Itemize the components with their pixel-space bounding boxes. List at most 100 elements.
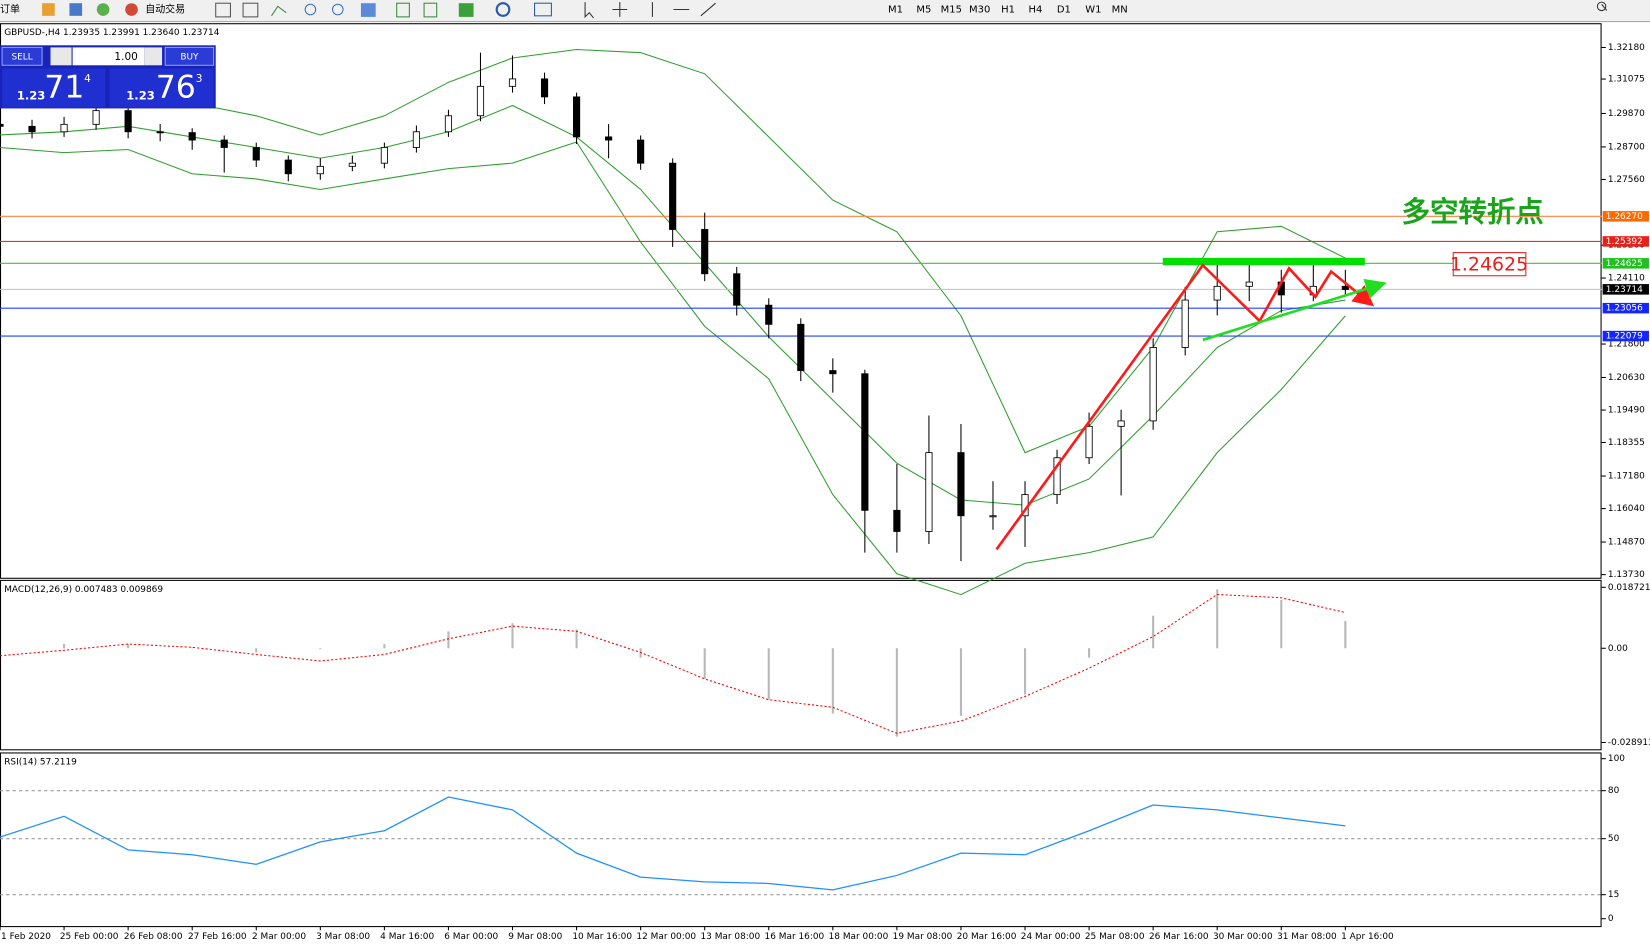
candle-body: [637, 139, 645, 164]
price-label-bg: [1602, 211, 1649, 222]
rsi-line: [0, 796, 1346, 891]
buy-label[interactable]: BUY: [180, 52, 199, 62]
candle-body: [1053, 457, 1061, 496]
x-tick-label: 20 Mar 16:00: [957, 932, 1017, 942]
candle-body: [1085, 425, 1093, 459]
candle-body: [188, 132, 196, 141]
price-label-bg: [1602, 284, 1649, 295]
icon[interactable]: [458, 3, 474, 17]
lot-down[interactable]: [50, 47, 72, 66]
icon[interactable]: [360, 3, 376, 17]
lot-value[interactable]: 1.00: [114, 51, 137, 63]
icon[interactable]: [584, 2, 594, 19]
icon[interactable]: [271, 5, 287, 17]
price-label: 1.25392: [1606, 237, 1643, 247]
buy-button[interactable]: [164, 46, 215, 66]
icon[interactable]: [69, 3, 83, 16]
candle-body: [861, 373, 869, 511]
sell-label[interactable]: SELL: [11, 52, 32, 62]
x-tick-label: 13 Mar 08:00: [700, 932, 760, 942]
lot-input[interactable]: [72, 47, 145, 66]
new-order-button[interactable]: 订单: [0, 4, 20, 16]
search-icon[interactable]: [1596, 1, 1607, 12]
price-label-bg: [1602, 330, 1649, 342]
trend-arrow: [995, 263, 1375, 551]
candle-body: [797, 323, 805, 372]
timeframe-button[interactable]: H4: [1029, 5, 1043, 16]
candle-body: [1149, 347, 1157, 422]
candle-body: [829, 370, 837, 375]
y-tick-label: 1.13730: [1608, 570, 1645, 580]
x-tick-label: 24 Mar 00:00: [1021, 932, 1081, 942]
icon[interactable]: [423, 2, 438, 18]
x-tick-label: 6 Mar 00:00: [444, 932, 498, 942]
ask-box[interactable]: [109, 68, 214, 108]
y-tick-label: 1.21800: [1608, 340, 1645, 350]
candle-body: [380, 147, 388, 164]
x-tick-label: 3 Mar 08:00: [316, 932, 370, 942]
indicator-title: GBPUSD-,H4 1.23935 1.23991 1.23640 1.237…: [4, 28, 220, 38]
candle-body: [476, 85, 485, 117]
ask-prefix[interactable]: 1.23: [126, 88, 155, 102]
bid-big[interactable]: 71: [44, 69, 84, 105]
icon[interactable]: [96, 3, 110, 16]
lot-up[interactable]: [144, 47, 163, 66]
x-tick-label: 25 Mar 08:00: [1085, 932, 1145, 942]
candle-body: [989, 515, 997, 518]
icon[interactable]: [700, 2, 716, 17]
candle-body: [733, 273, 741, 306]
icon[interactable]: [331, 3, 344, 16]
timeframe-button[interactable]: D1: [1057, 5, 1071, 16]
icon[interactable]: [304, 3, 317, 16]
timeframe-button[interactable]: M30: [969, 5, 990, 16]
ask-sup[interactable]: 3: [196, 73, 203, 85]
x-tick-label: 26 Mar 16:00: [1149, 932, 1209, 942]
timeframe-button[interactable]: H1: [1001, 5, 1015, 16]
candle-body: [1181, 299, 1189, 348]
y-tick-label: 1.29870: [1608, 109, 1645, 119]
price-label: 1.26270: [1606, 212, 1643, 222]
ask-big[interactable]: 76: [156, 69, 196, 105]
y-tick-label: 1.18355: [1608, 438, 1645, 448]
icon[interactable]: [125, 3, 138, 16]
icon[interactable]: [612, 2, 628, 17]
macd-signal: [0, 593, 1346, 734]
candle-body: [220, 139, 228, 148]
bid-prefix[interactable]: 1.23: [17, 88, 46, 102]
toolbar: [0, 0, 1650, 22]
candle-body: [572, 96, 581, 138]
support-arrow: [1202, 278, 1387, 342]
bollinger-lower: [0, 141, 1346, 596]
auto-trading-button[interactable]: 自动交易: [145, 3, 185, 16]
icon[interactable]: [242, 2, 259, 18]
icon[interactable]: [215, 2, 231, 18]
y-tick-label: 1.32180: [1608, 43, 1645, 53]
price-label-bg: [1602, 258, 1649, 269]
bid-sup[interactable]: 4: [84, 73, 91, 85]
timeframe-button[interactable]: M15: [941, 5, 962, 16]
icon[interactable]: [396, 2, 410, 18]
x-tick-label: 1 Feb 2020: [1, 932, 51, 942]
bid-box[interactable]: [2, 68, 106, 108]
timeframe-button[interactable]: W1: [1085, 5, 1101, 16]
candle-body: [508, 78, 517, 87]
timeframe-button[interactable]: M1: [888, 5, 903, 16]
icon[interactable]: [42, 3, 55, 16]
indicator-title: MACD(12,26,9) 0.007483 0.009869: [4, 585, 163, 595]
y-tick-label: 1.19490: [1608, 406, 1645, 416]
level-annotation-box: [1452, 252, 1527, 277]
plot-layer: GBPUSD-,H4 1.23935 1.23991 1.23640 1.237…: [0, 28, 1650, 942]
icon[interactable]: [534, 2, 552, 17]
timeframe-button[interactable]: MN: [1112, 5, 1128, 16]
one-click-trading: SELL 1.00 BUY 1.23 71 4 1.23 76 3: [0, 45, 216, 109]
y-tick-label: 1.20630: [1608, 373, 1645, 383]
timeframe-button[interactable]: M5: [916, 5, 931, 16]
sell-button[interactable]: [1, 46, 43, 66]
icon[interactable]: [1601, 3, 1608, 11]
candle-body: [957, 452, 965, 517]
icon[interactable]: [495, 2, 511, 17]
price-label-bg: [1602, 236, 1649, 247]
